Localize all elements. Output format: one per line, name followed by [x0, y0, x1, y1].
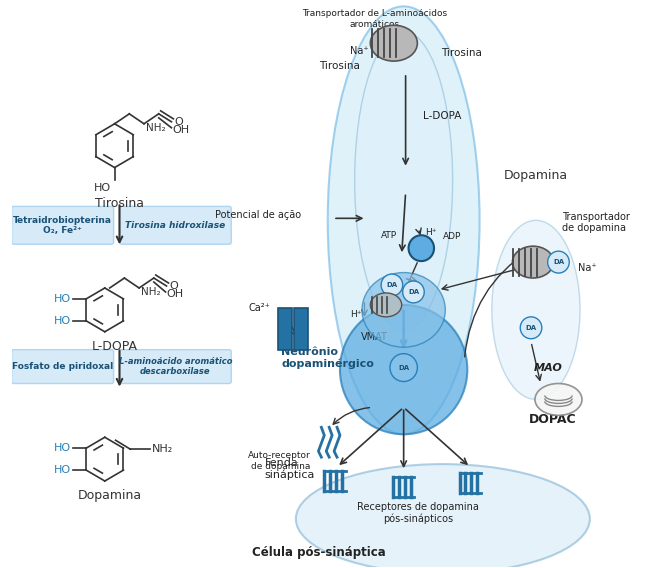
Text: DA: DA — [398, 365, 410, 370]
Text: HO: HO — [55, 294, 72, 304]
Text: Tirosina hidroxilase: Tirosina hidroxilase — [125, 221, 226, 230]
Text: Tirosina: Tirosina — [441, 48, 482, 58]
Text: Transportador de L-aminoácidos
aromáticos: Transportador de L-aminoácidos aromático… — [302, 9, 447, 29]
FancyBboxPatch shape — [120, 350, 231, 383]
Ellipse shape — [296, 464, 590, 568]
FancyBboxPatch shape — [12, 206, 114, 244]
Text: DA: DA — [553, 259, 564, 265]
Circle shape — [390, 354, 417, 382]
Text: Tirosina: Tirosina — [318, 61, 359, 71]
Text: O: O — [174, 117, 183, 127]
Text: L-DOPA: L-DOPA — [423, 111, 462, 121]
Text: VMAT: VMAT — [361, 332, 387, 342]
Circle shape — [402, 281, 424, 303]
Text: Na⁺: Na⁺ — [578, 263, 597, 273]
Circle shape — [520, 317, 542, 339]
Ellipse shape — [362, 273, 445, 347]
Text: H⁺: H⁺ — [425, 228, 437, 237]
Text: Ca²⁺: Ca²⁺ — [248, 303, 270, 313]
Text: O: O — [170, 281, 178, 291]
Text: Neurônio
dopaminérgico: Neurônio dopaminérgico — [281, 346, 374, 369]
Ellipse shape — [355, 31, 452, 330]
Text: HO: HO — [55, 316, 72, 326]
Circle shape — [548, 251, 569, 273]
Ellipse shape — [492, 220, 580, 399]
Text: ADP: ADP — [443, 232, 462, 241]
Text: L-aminoácido aromático
descarboxilase: L-aminoácido aromático descarboxilase — [118, 357, 232, 376]
Text: Transportador
de dopamina: Transportador de dopamina — [562, 211, 630, 233]
Text: NH₂: NH₂ — [141, 287, 161, 297]
Text: HO: HO — [94, 183, 111, 194]
Text: Tetraidrobiopterina
O₂, Fe²⁺: Tetraidrobiopterina O₂, Fe²⁺ — [13, 216, 112, 235]
Text: MAO: MAO — [534, 362, 563, 373]
Text: OH: OH — [172, 125, 190, 135]
Text: Receptores de dopamina
pós-sinápticos: Receptores de dopamina pós-sinápticos — [358, 502, 479, 524]
Text: OH: OH — [166, 289, 184, 299]
Ellipse shape — [370, 293, 402, 317]
Text: ATP: ATP — [381, 231, 396, 240]
Text: DOPAC: DOPAC — [528, 413, 577, 426]
Ellipse shape — [328, 6, 480, 435]
Ellipse shape — [370, 25, 417, 61]
Ellipse shape — [512, 246, 554, 278]
Text: DA: DA — [386, 282, 397, 288]
Text: DA: DA — [408, 289, 419, 295]
Text: HO: HO — [55, 465, 72, 475]
Text: NH₂: NH₂ — [146, 123, 166, 133]
Text: Potencial de ação: Potencial de ação — [214, 210, 301, 220]
FancyBboxPatch shape — [12, 350, 114, 383]
Bar — [278, 308, 292, 350]
Circle shape — [409, 235, 434, 261]
Text: Dopamina: Dopamina — [77, 489, 142, 502]
Text: Auto-receptor
de dopamina: Auto-receptor de dopamina — [248, 452, 311, 471]
Text: DA: DA — [525, 325, 537, 331]
Text: HO: HO — [55, 443, 72, 453]
Text: L-DOPA: L-DOPA — [92, 340, 138, 353]
Text: NH₂: NH₂ — [152, 444, 173, 454]
Ellipse shape — [340, 305, 467, 435]
Text: Tirosina: Tirosina — [95, 198, 144, 210]
Text: H⁺: H⁺ — [350, 310, 361, 319]
Circle shape — [381, 274, 402, 296]
Bar — [294, 308, 307, 350]
Text: Célula pós-sináptica: Célula pós-sináptica — [252, 546, 385, 559]
Text: Dopamina: Dopamina — [504, 169, 567, 182]
FancyBboxPatch shape — [120, 206, 231, 244]
Text: Fenda
sináptica: Fenda sináptica — [265, 458, 315, 480]
Ellipse shape — [535, 383, 582, 415]
Text: Na⁺: Na⁺ — [350, 46, 369, 56]
Text: Fosfato de piridoxal: Fosfato de piridoxal — [12, 362, 113, 371]
